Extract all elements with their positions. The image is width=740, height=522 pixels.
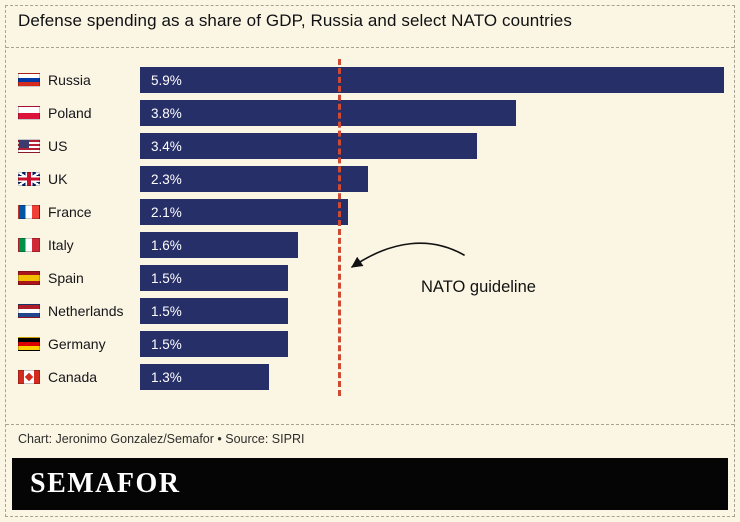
bar-us: 3.4% — [140, 133, 477, 159]
bar-value-label: 2.1% — [151, 204, 182, 220]
italy-flag-icon — [18, 238, 40, 252]
poland-flag-icon — [18, 106, 40, 120]
bar-france: 2.1% — [140, 199, 348, 225]
country-name: France — [48, 204, 92, 220]
bar-value-label: 1.3% — [151, 369, 182, 385]
bar-canada: 1.3% — [140, 364, 269, 390]
chart-row: France 2.1% — [18, 199, 724, 225]
bar-area: 1.5% — [140, 298, 289, 324]
country-label: Italy — [18, 237, 140, 253]
france-flag-icon — [18, 205, 40, 219]
bar-value-label: 3.4% — [151, 138, 182, 154]
chart-row: Canada 1.3% — [18, 364, 724, 390]
chart-row: Russia 5.9% — [18, 67, 724, 93]
chart-title: Defense spending as a share of GDP, Russ… — [18, 11, 572, 30]
bar-russia: 5.9% — [140, 67, 724, 93]
bar-uk: 2.3% — [140, 166, 368, 192]
country-label: US — [18, 138, 140, 154]
bar-germany: 1.5% — [140, 331, 289, 357]
country-name: Poland — [48, 105, 92, 121]
chart-rows: Russia 5.9% Poland 3.8% US 3.4% UK 2.3% France 2.… — [18, 67, 724, 397]
bar-area: 5.9% — [140, 67, 724, 93]
chart-row: Italy 1.6% — [18, 232, 724, 258]
bar-value-label: 1.6% — [151, 237, 182, 253]
bar-area: 1.6% — [140, 232, 299, 258]
netherlands-flag-icon — [18, 304, 40, 318]
bar-area: 3.4% — [140, 133, 477, 159]
country-name: Spain — [48, 270, 84, 286]
country-label: Canada — [18, 369, 140, 385]
bar-value-label: 3.8% — [151, 105, 182, 121]
us-flag-icon — [18, 139, 40, 153]
semafor-brand-bar: SEMAFOR — [12, 458, 728, 510]
country-name: Germany — [48, 336, 106, 352]
country-label: Spain — [18, 270, 140, 286]
country-name: Russia — [48, 72, 91, 88]
country-label: France — [18, 204, 140, 220]
chart-row: UK 2.3% — [18, 166, 724, 192]
chart-row: Poland 3.8% — [18, 100, 724, 126]
bar-area: 1.3% — [140, 364, 269, 390]
chart-row: US 3.4% — [18, 133, 724, 159]
semafor-logo: SEMAFOR — [30, 468, 181, 499]
country-label: Russia — [18, 72, 140, 88]
bar-value-label: 2.3% — [151, 171, 182, 187]
bar-area: 3.8% — [140, 100, 517, 126]
bar-value-label: 1.5% — [151, 336, 182, 352]
bar-spain: 1.5% — [140, 265, 289, 291]
footer-divider — [6, 424, 734, 425]
country-label: Poland — [18, 105, 140, 121]
chart-row: Spain 1.5% — [18, 265, 724, 291]
uk-flag-icon — [18, 172, 40, 186]
germany-flag-icon — [18, 337, 40, 351]
country-label: Germany — [18, 336, 140, 352]
bar-italy: 1.6% — [140, 232, 299, 258]
guideline-annotation-label: NATO guideline — [421, 278, 536, 296]
nato-guideline-line — [337, 59, 341, 396]
bar-value-label: 1.5% — [151, 270, 182, 286]
chart-row: Germany 1.5% — [18, 331, 724, 357]
country-name: Italy — [48, 237, 74, 253]
bar-area: 2.3% — [140, 166, 368, 192]
bar-area: 2.1% — [140, 199, 348, 225]
bar-area: 1.5% — [140, 331, 289, 357]
country-label: Netherlands — [18, 303, 140, 319]
bar-value-label: 1.5% — [151, 303, 182, 319]
country-name: US — [48, 138, 68, 154]
bar-area: 1.5% — [140, 265, 289, 291]
title-divider — [6, 47, 734, 48]
chart-row: Netherlands 1.5% — [18, 298, 724, 324]
bar-poland: 3.8% — [140, 100, 517, 126]
bar-netherlands: 1.5% — [140, 298, 289, 324]
country-name: Canada — [48, 369, 98, 385]
country-name: UK — [48, 171, 68, 187]
spain-flag-icon — [18, 271, 40, 285]
chart-credit: Chart: Jeronimo Gonzalez/Semafor • Sourc… — [18, 432, 305, 446]
canada-flag-icon — [18, 370, 40, 384]
bar-value-label: 5.9% — [151, 72, 182, 88]
russia-flag-icon — [18, 73, 40, 87]
country-label: UK — [18, 171, 140, 187]
country-name: Netherlands — [48, 303, 124, 319]
